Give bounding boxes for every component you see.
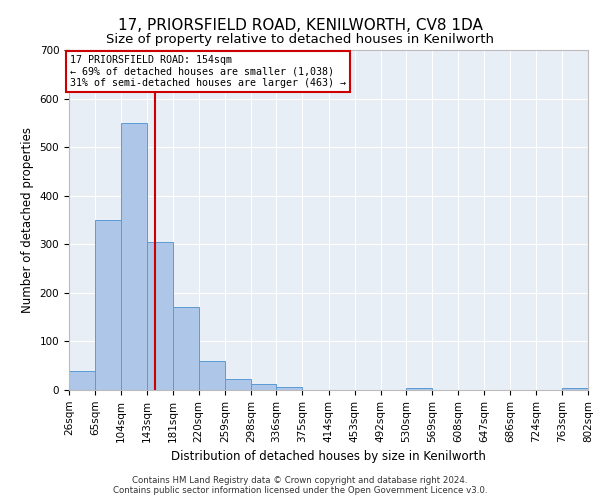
Bar — [95, 220, 121, 390]
Bar — [251, 384, 277, 390]
Text: 17 PRIORSFIELD ROAD: 154sqm
← 69% of detached houses are smaller (1,038)
31% of : 17 PRIORSFIELD ROAD: 154sqm ← 69% of det… — [70, 55, 346, 88]
Text: Contains public sector information licensed under the Open Government Licence v3: Contains public sector information licen… — [113, 486, 487, 495]
X-axis label: Distribution of detached houses by size in Kenilworth: Distribution of detached houses by size … — [171, 450, 486, 463]
Bar — [69, 370, 95, 390]
Bar — [173, 308, 199, 390]
Bar — [199, 361, 225, 390]
Bar — [406, 388, 432, 390]
Bar — [121, 123, 147, 390]
Text: Contains HM Land Registry data © Crown copyright and database right 2024.: Contains HM Land Registry data © Crown c… — [132, 476, 468, 485]
Bar — [225, 380, 251, 390]
Text: Size of property relative to detached houses in Kenilworth: Size of property relative to detached ho… — [106, 32, 494, 46]
Y-axis label: Number of detached properties: Number of detached properties — [21, 127, 34, 313]
Bar — [562, 388, 588, 390]
Bar — [147, 242, 173, 390]
Bar — [277, 386, 302, 390]
Text: 17, PRIORSFIELD ROAD, KENILWORTH, CV8 1DA: 17, PRIORSFIELD ROAD, KENILWORTH, CV8 1D… — [118, 18, 482, 32]
